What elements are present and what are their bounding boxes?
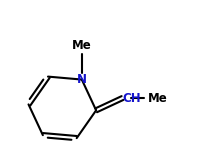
Text: N: N	[77, 73, 87, 86]
Text: Me: Me	[148, 91, 168, 104]
Text: Me: Me	[72, 39, 92, 52]
Text: CH: CH	[123, 91, 141, 104]
